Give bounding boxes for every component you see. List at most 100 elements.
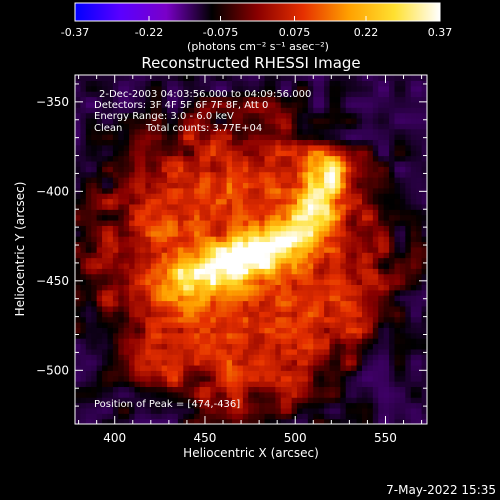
heatmap-cell	[248, 198, 255, 205]
heatmap-cell	[302, 402, 309, 409]
heatmap-cell	[351, 300, 358, 307]
heatmap-cell	[139, 214, 146, 221]
heatmap-cell	[302, 139, 309, 146]
heatmap-cell	[378, 413, 385, 420]
heatmap-cell	[269, 273, 276, 280]
heatmap-cell	[242, 225, 249, 232]
heatmap-cell	[383, 295, 390, 302]
heatmap-cell	[177, 177, 184, 183]
heatmap-cell	[134, 402, 141, 409]
heatmap-cell	[156, 289, 163, 296]
heatmap-cell	[221, 112, 228, 119]
heatmap-cell	[324, 305, 331, 312]
heatmap-cell	[96, 397, 103, 404]
heatmap-cell	[351, 386, 358, 393]
heatmap-cell	[421, 386, 427, 393]
heatmap-cell	[80, 321, 87, 328]
heatmap-cell	[253, 144, 260, 151]
heatmap-cell	[177, 321, 184, 328]
heatmap-cell	[134, 348, 141, 355]
heatmap-cell	[416, 257, 423, 264]
heatmap-cell	[85, 225, 92, 232]
heatmap-cell	[118, 91, 125, 98]
heatmap-cell	[356, 327, 363, 334]
heatmap-cell	[297, 370, 304, 377]
heatmap-cell	[221, 279, 228, 285]
heatmap-cell	[405, 150, 412, 157]
heatmap-cell	[177, 214, 184, 221]
heatmap-cell	[215, 96, 222, 103]
heatmap-cell	[183, 311, 190, 318]
heatmap-cell	[167, 144, 174, 151]
heatmap-cell	[259, 236, 266, 243]
heatmap-cell	[129, 246, 136, 253]
heatmap-cell	[372, 198, 379, 205]
heatmap-cell	[112, 123, 119, 130]
heatmap-cell	[275, 144, 282, 151]
heatmap-cell	[188, 273, 195, 280]
heatmap-cell	[378, 198, 385, 205]
heatmap-cell	[129, 128, 136, 135]
heatmap-cell	[161, 305, 168, 312]
heatmap-cell	[421, 375, 427, 382]
heatmap-cell	[183, 203, 190, 210]
heatmap-cell	[291, 354, 298, 361]
heatmap-cell	[194, 252, 201, 259]
heatmap-cell	[334, 80, 341, 87]
heatmap-cell	[291, 96, 298, 103]
heatmap-cell	[302, 295, 309, 302]
heatmap-cell	[410, 214, 417, 221]
heatmap-cell	[334, 85, 341, 92]
heatmap-cell	[372, 203, 379, 210]
heatmap-cell	[307, 386, 314, 393]
heatmap-cell	[253, 85, 260, 92]
heatmap-cell	[410, 171, 417, 178]
heatmap-cell	[242, 279, 249, 285]
heatmap-cell	[150, 144, 157, 151]
heatmap-cell	[75, 391, 82, 398]
heatmap-cell	[80, 338, 87, 345]
heatmap-cell	[150, 91, 157, 98]
heatmap-cell	[150, 193, 157, 200]
heatmap-cell	[177, 198, 184, 205]
heatmap-cell	[215, 397, 222, 404]
heatmap-cell	[394, 225, 401, 232]
heatmap-cell	[367, 316, 374, 323]
heatmap-cell	[362, 300, 369, 307]
heatmap-cell	[221, 386, 228, 393]
heatmap-cell	[96, 177, 103, 183]
heatmap-cell	[129, 209, 136, 216]
heatmap-cell	[405, 257, 412, 264]
heatmap-cell	[107, 241, 114, 248]
heatmap-cell	[96, 139, 103, 146]
heatmap-cell	[356, 332, 363, 339]
heatmap-cell	[139, 262, 146, 269]
heatmap-cell	[232, 193, 239, 200]
heatmap-cell	[334, 381, 341, 388]
heatmap-cell	[253, 187, 260, 194]
heatmap-cell	[80, 252, 87, 259]
heatmap-cell	[253, 198, 260, 205]
heatmap-cell	[199, 402, 206, 409]
heatmap-cell	[297, 144, 304, 151]
heatmap-cell	[156, 209, 163, 216]
heatmap-cell	[167, 316, 174, 323]
heatmap-cell	[259, 150, 266, 157]
heatmap-cell	[75, 101, 82, 108]
heatmap-cell	[188, 80, 195, 87]
heatmap-cell	[259, 225, 266, 232]
heatmap-cell	[204, 123, 211, 130]
heatmap-cell	[107, 262, 114, 269]
heatmap-cell	[75, 166, 82, 173]
heatmap-cell	[389, 75, 396, 81]
heatmap-cell	[112, 177, 119, 183]
heatmap-cell	[188, 397, 195, 404]
heatmap-cell	[329, 397, 336, 404]
heatmap-cell	[286, 316, 293, 323]
heatmap-cell	[399, 262, 406, 269]
heatmap-cell	[102, 413, 109, 420]
heatmap-cell	[145, 139, 152, 146]
heatmap-cell	[307, 117, 314, 124]
heatmap-cell	[80, 407, 87, 414]
heatmap-cell	[134, 80, 141, 87]
